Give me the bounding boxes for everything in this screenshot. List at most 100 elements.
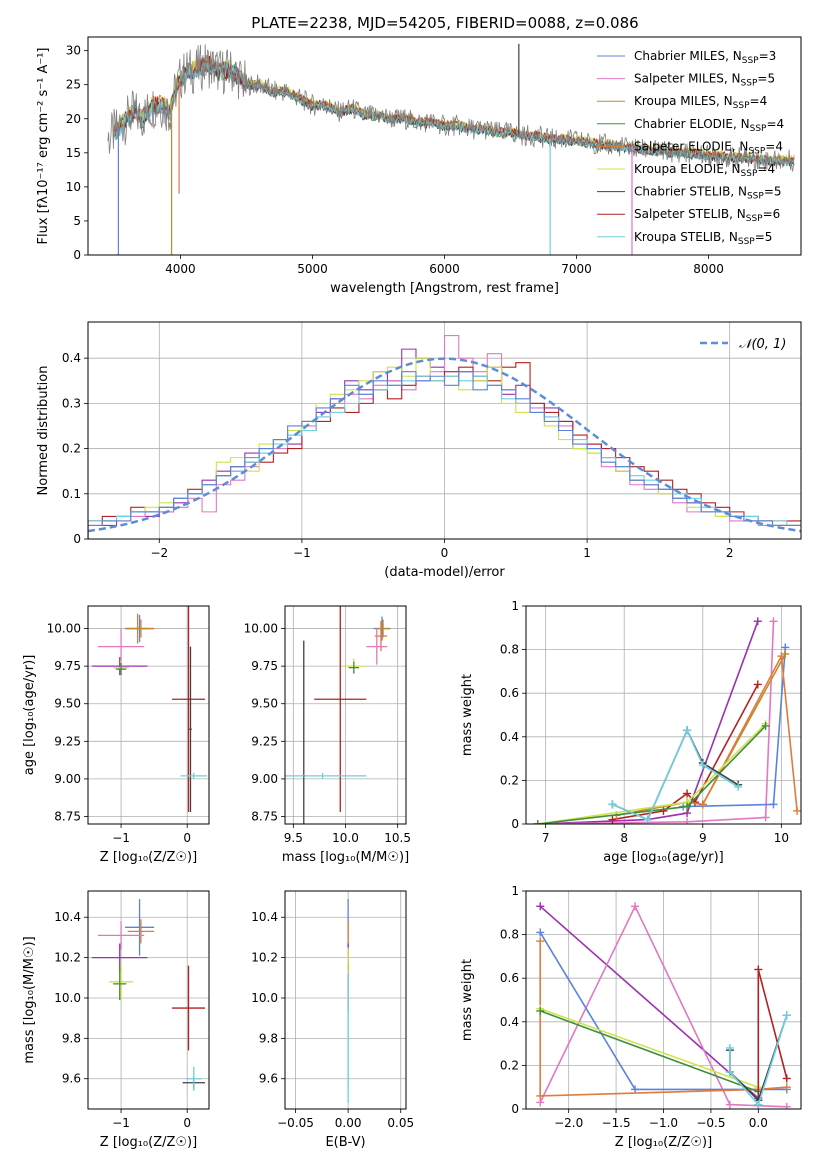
legend-label-sub: SSP	[746, 214, 763, 224]
weight-marker	[725, 1067, 734, 1076]
error-bar-point	[171, 965, 206, 1051]
axes-age-vs-mass: 9.5 10.0 10.5 8.75 9.00 9.25 9.50 9.75 10.00 mass…	[244, 605, 411, 865]
weight-marker	[608, 800, 617, 809]
y-tick-label: 8.75	[54, 809, 81, 823]
weight-marker	[753, 617, 762, 626]
plot-area	[91, 899, 206, 1091]
legend-label-main: Kroupa ELODIE, N	[634, 162, 741, 176]
x-tick-label: 0	[183, 1116, 191, 1130]
legend-label-value: =6	[763, 207, 781, 221]
plot-area	[91, 606, 208, 812]
weight-line	[539, 941, 787, 1097]
legend-label-main: Salpeter MILES, N	[634, 72, 741, 86]
legend-label-main: Chabrier ELODIE, N	[634, 117, 750, 131]
weight-marker	[536, 1091, 545, 1100]
axes-weight-vs-age: 7 8 9 10 0 0.2 0.4 0.6 0.8 1 age [log₁₀(age/yr)] ma…	[460, 599, 802, 865]
weight-marker	[793, 806, 801, 815]
legend-label: Kroupa STELIB, NSSP=5	[634, 230, 772, 247]
x-tick-label: −0.05	[277, 1116, 314, 1130]
weight-marker	[536, 1006, 545, 1015]
legend-label-sub: SSP	[741, 79, 758, 89]
weight-line	[729, 1015, 788, 1107]
x-axis-label: mass [log₁₀(M/M☉)]	[282, 850, 409, 865]
x-tick-label: −1	[293, 546, 311, 560]
axes-frame	[284, 890, 407, 1110]
legend-label: Salpeter MILES, NSSP=5	[634, 72, 775, 89]
y-axis-label: mass weight	[460, 959, 475, 1041]
axes-spectrum: 4000 5000 6000 7000 8000 0 5 10 15 20 25 30 waveleng…	[36, 36, 802, 296]
axes-weight-vs-Z: −2.0 −1.5 −1.0 −0.5 0.0 0 0.2 0.4 0.6 0.8 1 Z [log₁…	[460, 884, 802, 1150]
plot-area	[536, 902, 791, 1109]
y-tick-label: 25	[66, 78, 81, 92]
y-tick-label: 0.2	[500, 773, 519, 787]
y-tick-label: 8.75	[251, 809, 278, 823]
legend-label-main: Kroupa STELIB, N	[634, 230, 738, 244]
weight-marker	[777, 652, 786, 661]
error-bar-point	[185, 1066, 202, 1091]
y-tick-label: 0.3	[62, 396, 81, 410]
weight-marker	[754, 1100, 763, 1109]
x-tick-label: 1	[583, 546, 591, 560]
legend-label-main: Salpeter STELIB, N	[634, 207, 746, 221]
weight-marker	[608, 815, 617, 824]
x-tick-label: 7000	[561, 262, 592, 276]
axes-residuals: −2 −1 0 1 2 0 0.1 0.2 0.3 0.4 (data-model)/error No…	[36, 321, 802, 580]
error-bar-point	[125, 613, 150, 644]
weight-marker	[683, 817, 692, 824]
error-bar-point	[314, 606, 367, 812]
weight-line	[539, 1007, 759, 1088]
x-axis-label: Z [log₁₀(Z/Z☉)]	[615, 1135, 712, 1150]
x-tick-label: −2	[150, 546, 168, 560]
error-bar-point	[115, 663, 127, 676]
y-tick-label: 9.00	[251, 772, 278, 786]
weight-marker	[659, 806, 668, 815]
weight-marker	[698, 800, 707, 809]
y-tick-label: 10.00	[244, 622, 278, 636]
weight-marker	[683, 726, 692, 735]
y-tick-label: 0	[73, 532, 81, 546]
axes-mass-vs-ebv: −0.05 0.00 0.05 9.6 9.8 10.0 10.2 10.4 E(B-V)	[251, 890, 414, 1150]
weight-marker	[683, 802, 692, 811]
error-bar-point	[91, 943, 148, 972]
error-bar-point	[180, 772, 208, 779]
y-tick-label: 0.2	[500, 1058, 519, 1072]
legend-label: Kroupa ELODIE, NSSP=4	[634, 162, 775, 179]
weight-marker	[536, 902, 545, 911]
weight-marker	[725, 1100, 734, 1109]
histogram-step-line	[88, 371, 801, 539]
x-tick-label: −0.5	[696, 1116, 725, 1130]
weight-marker	[536, 928, 545, 937]
y-tick-label: 9.6	[259, 1072, 278, 1086]
x-tick-label: −1	[112, 1116, 130, 1130]
y-tick-label: 0.2	[62, 442, 81, 456]
axes-frame	[525, 605, 802, 825]
x-tick-label: 5000	[297, 262, 328, 276]
weight-line	[686, 653, 798, 811]
y-tick-label: 10	[66, 180, 81, 194]
legend-label: Chabrier STELIB, NSSP=5	[634, 185, 782, 202]
legend-label: 𝒩(0, 1)	[739, 337, 786, 352]
y-tick-label: 5	[73, 214, 81, 228]
y-tick-label: 9.8	[62, 1031, 81, 1045]
y-axis-label: Flux [fλ10⁻¹⁷ erg cm⁻² s⁻¹ A⁻¹]	[36, 48, 51, 245]
y-tick-label: 0.8	[500, 928, 519, 942]
weight-marker	[643, 815, 652, 824]
y-tick-label: 10.4	[251, 910, 278, 924]
y-tick-label: 0	[511, 1102, 519, 1116]
y-tick-label: 10.00	[47, 622, 81, 636]
axes-mass-vs-Z: −1 0 9.6 9.8 10.0 10.2 10.4 Z [log₁₀(Z/Z☉)] mass…	[22, 890, 210, 1150]
error-bar-point	[285, 772, 367, 779]
weight-marker	[725, 1043, 734, 1052]
y-axis-label: age [log₁₀(age/yr)]	[22, 655, 37, 776]
y-tick-label: 9.25	[251, 734, 278, 748]
error-bar-point	[91, 657, 148, 676]
legend-label-main: Chabrier STELIB, N	[634, 185, 747, 199]
axes-frame	[284, 605, 407, 825]
weight-marker	[533, 820, 542, 824]
y-tick-label: 30	[66, 44, 81, 58]
legend-label-sub: SSP	[750, 124, 767, 134]
plot-area	[107, 43, 795, 255]
y-tick-label: 0	[511, 817, 519, 831]
error-bar-point	[366, 628, 388, 665]
